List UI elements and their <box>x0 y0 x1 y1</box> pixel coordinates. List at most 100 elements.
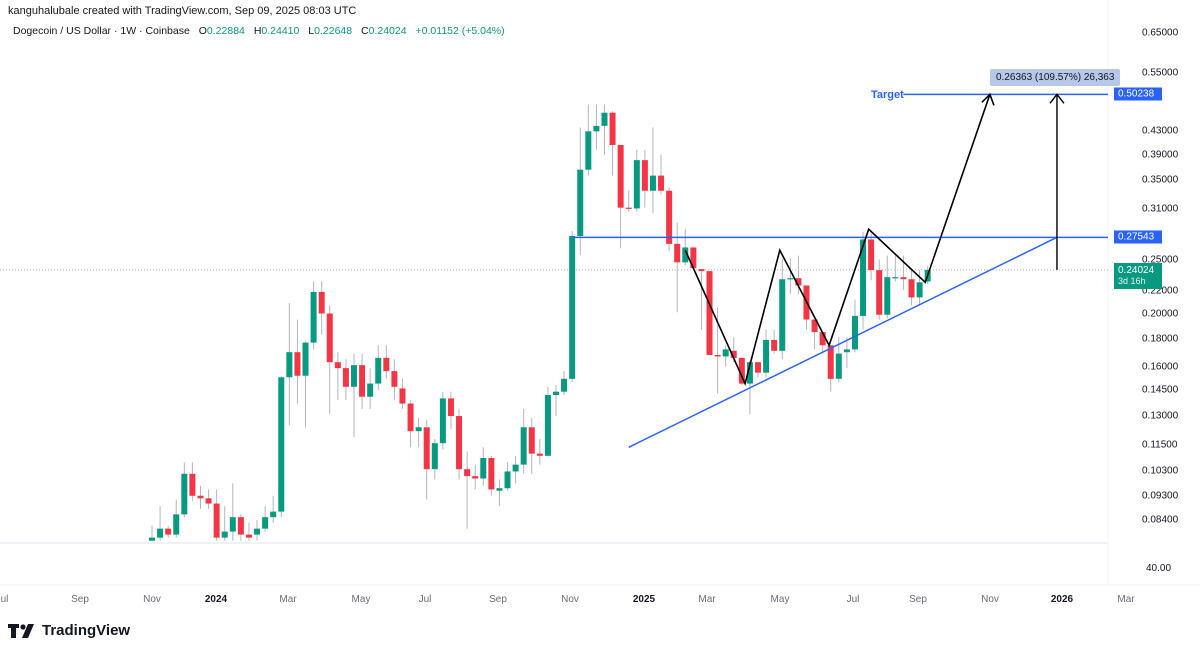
tradingview-logo[interactable]: TradingView <box>8 622 130 639</box>
bar-countdown: 3d 16h <box>1118 275 1146 286</box>
candle-body-down <box>868 239 875 271</box>
candle <box>383 345 390 379</box>
target-label: Target <box>871 89 904 101</box>
candle-body-down <box>318 291 325 314</box>
candle <box>149 525 155 541</box>
candle <box>278 375 285 518</box>
candle-body-down <box>205 498 212 504</box>
time-tick-label: Nov <box>981 594 999 605</box>
time-tick-label: 2025 <box>632 594 656 605</box>
candle <box>480 447 487 486</box>
candle-body-up <box>585 131 592 170</box>
candle <box>577 127 584 255</box>
candle-body-up <box>173 514 180 535</box>
candle-body-down <box>617 145 624 208</box>
candle <box>326 305 333 415</box>
candle <box>512 455 519 484</box>
candle <box>569 230 576 382</box>
drawings-layer[interactable] <box>572 92 1108 448</box>
candle-body-down <box>391 371 398 387</box>
candle <box>415 417 422 448</box>
change-value: +0.01152 (+5.04%) <box>415 25 505 37</box>
price-tick-label: 0.25000 <box>1142 254 1179 266</box>
low-value: 0.22648 <box>314 25 353 37</box>
last-price-badge: 0.24024 3d 16h <box>1114 262 1162 289</box>
candle-body-down <box>698 269 705 272</box>
candle <box>674 222 681 313</box>
price-tick-label: 0.35000 <box>1142 174 1179 186</box>
time-tick-label: Nov <box>143 594 161 605</box>
time-tick-label: Sep <box>71 594 89 605</box>
brand-name: TradingView <box>42 622 131 639</box>
candle-body-down <box>189 473 196 496</box>
price-tick-label: 0.09300 <box>1142 490 1179 502</box>
candle-body-down <box>795 278 802 286</box>
candle-body-up <box>221 531 228 538</box>
candle-body-up <box>302 342 309 376</box>
candle-body-up <box>682 247 689 263</box>
candle-body-down <box>359 365 366 397</box>
candle-body-up <box>229 517 236 532</box>
price-tick-label: 0.20000 <box>1142 308 1179 320</box>
time-tick-label: Jul <box>418 594 432 605</box>
candle <box>641 149 648 208</box>
candle <box>617 145 624 249</box>
candle-body-up <box>633 160 640 209</box>
candle-body-down <box>237 517 244 535</box>
candle <box>795 255 802 295</box>
candle <box>908 270 915 306</box>
candle-body-down <box>383 357 390 372</box>
price-tick-label: 0.55000 <box>1142 67 1179 79</box>
candle <box>472 464 479 490</box>
symbol-name[interactable]: Dogecoin / US Dollar · 1W · Coinbase <box>13 25 190 37</box>
candle <box>447 391 454 430</box>
candle <box>884 255 891 319</box>
candle <box>803 285 810 330</box>
candle <box>237 514 244 541</box>
price-tick-label: 0.16000 <box>1142 361 1179 373</box>
price-tick-label: 0.10300 <box>1142 465 1179 477</box>
candle <box>633 149 640 212</box>
candle-body-down <box>641 160 648 191</box>
candle-body-up <box>351 365 357 387</box>
candle-body-up <box>367 383 374 397</box>
candle <box>245 522 252 541</box>
candle-body-down <box>690 247 697 269</box>
candle-body-up <box>601 112 608 126</box>
candle-body-down <box>334 362 341 369</box>
candle-body-up <box>278 377 285 512</box>
candle-body-down <box>326 313 333 363</box>
candle <box>819 332 826 354</box>
candle-body-down <box>674 243 681 263</box>
candle-body-down <box>609 112 616 146</box>
time-tick-label: 2026 <box>1050 594 1074 605</box>
resistance-price-badge: 0.27543 <box>1114 230 1162 244</box>
candle <box>165 525 172 538</box>
candle-body-up <box>860 239 867 316</box>
candle-body-down <box>738 357 745 384</box>
candle-body-up <box>569 236 576 379</box>
candle-body-up <box>270 511 277 518</box>
candle <box>682 229 689 266</box>
candle <box>496 479 503 507</box>
candle <box>601 104 608 155</box>
candle <box>431 439 438 480</box>
candle <box>666 187 673 252</box>
candle-body-down <box>464 469 471 477</box>
candle <box>262 506 269 532</box>
candle-body-up <box>577 169 584 237</box>
time-tick-label: Jul <box>0 594 9 605</box>
candle <box>843 337 850 369</box>
candle <box>658 154 665 195</box>
time-tick-label: Mar <box>279 594 297 605</box>
candle-body-up <box>415 427 422 432</box>
candle <box>439 391 446 450</box>
candle-body-up <box>884 277 891 315</box>
price-tick-label: 0.08400 <box>1142 514 1179 526</box>
candle-body-down <box>900 277 907 280</box>
candle-body-down <box>876 270 883 315</box>
candle <box>763 329 770 378</box>
candle <box>690 247 697 269</box>
candle <box>213 489 220 541</box>
